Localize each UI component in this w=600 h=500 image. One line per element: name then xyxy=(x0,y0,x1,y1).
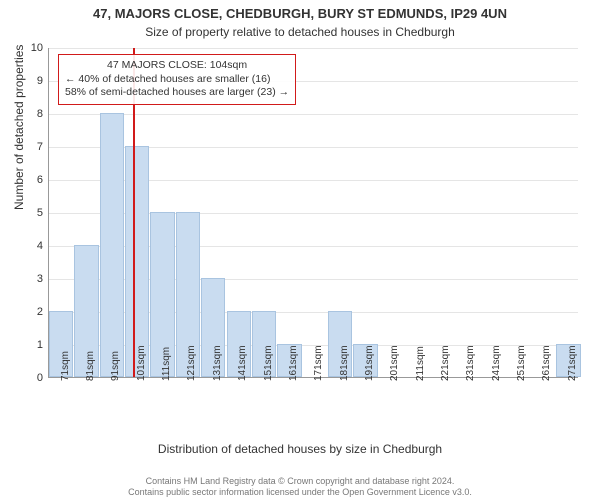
x-tick-label: 161sqm xyxy=(288,345,299,381)
x-tick-label: 91sqm xyxy=(110,351,121,381)
x-tick-label: 241sqm xyxy=(491,345,502,381)
histogram-bar xyxy=(125,146,149,377)
x-tick-label: 131sqm xyxy=(212,345,223,381)
x-tick-label: 191sqm xyxy=(364,345,375,381)
x-tick-label: 141sqm xyxy=(237,345,248,381)
x-tick-label: 261sqm xyxy=(541,345,552,381)
x-tick-label: 231sqm xyxy=(465,345,476,381)
gridline xyxy=(49,48,578,49)
y-tick-label: 6 xyxy=(37,174,49,186)
footer: Contains HM Land Registry data © Crown c… xyxy=(0,476,600,499)
y-axis-label: Number of detached properties xyxy=(12,45,26,210)
x-axis-label: Distribution of detached houses by size … xyxy=(0,442,600,456)
annotation-box: 47 MAJORS CLOSE: 104sqm ← 40% of detache… xyxy=(58,54,296,105)
annotation-title: 47 MAJORS CLOSE: 104sqm xyxy=(65,59,289,73)
x-tick-label: 151sqm xyxy=(263,345,274,381)
y-tick-label: 9 xyxy=(37,75,49,87)
x-tick-label: 221sqm xyxy=(440,345,451,381)
y-tick-label: 4 xyxy=(37,240,49,252)
footer-line-1: Contains HM Land Registry data © Crown c… xyxy=(0,476,600,487)
x-tick-label: 111sqm xyxy=(161,347,172,381)
x-tick-label: 211sqm xyxy=(415,346,426,381)
footer-line-2: Contains public sector information licen… xyxy=(0,487,600,498)
y-tick-label: 2 xyxy=(37,306,49,318)
chart-title: 47, MAJORS CLOSE, CHEDBURGH, BURY ST EDM… xyxy=(0,0,600,21)
gridline xyxy=(49,114,578,115)
y-tick-label: 8 xyxy=(37,108,49,120)
histogram-bar xyxy=(100,113,124,377)
x-tick-label: 271sqm xyxy=(567,345,578,381)
y-tick-label: 3 xyxy=(37,273,49,285)
y-tick-label: 7 xyxy=(37,141,49,153)
x-tick-label: 251sqm xyxy=(516,345,527,381)
x-tick-label: 171sqm xyxy=(313,345,324,381)
plot-area: 01234567891071sqm81sqm91sqm101sqm111sqm1… xyxy=(48,48,578,378)
annotation-line-smaller: ← 40% of detached houses are smaller (16… xyxy=(65,73,289,87)
x-tick-label: 121sqm xyxy=(186,345,197,381)
y-tick-label: 1 xyxy=(37,339,49,351)
x-tick-label: 181sqm xyxy=(339,345,350,381)
x-tick-label: 201sqm xyxy=(389,345,400,381)
x-tick-label: 71sqm xyxy=(60,351,71,381)
annotation-line-larger: 58% of semi-detached houses are larger (… xyxy=(65,86,289,100)
x-tick-label: 101sqm xyxy=(136,345,147,381)
x-tick-label: 81sqm xyxy=(85,351,96,381)
y-tick-label: 10 xyxy=(31,42,49,54)
chart-subtitle: Size of property relative to detached ho… xyxy=(0,21,600,43)
chart-container: 47, MAJORS CLOSE, CHEDBURGH, BURY ST EDM… xyxy=(0,0,600,500)
y-tick-label: 5 xyxy=(37,207,49,219)
y-tick-label: 0 xyxy=(37,372,49,384)
